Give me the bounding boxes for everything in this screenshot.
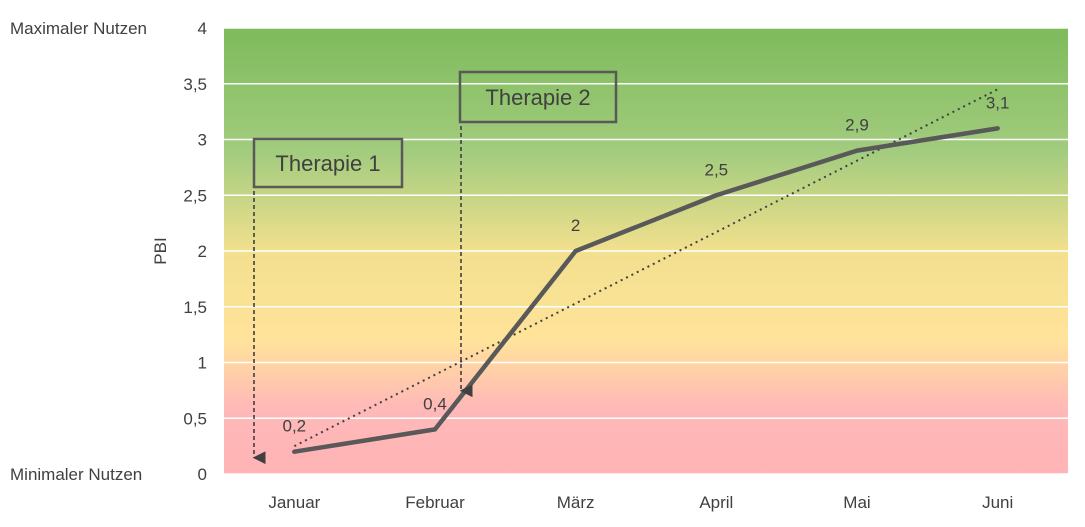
x-tick-label: Juni [982, 493, 1013, 512]
data-point [995, 126, 1000, 131]
y-tick-label: 2 [198, 242, 207, 261]
data-label: 3,1 [986, 93, 1010, 112]
data-label: 2 [571, 216, 580, 235]
x-tick-label: Februar [405, 493, 465, 512]
y-axis-title: PBI [151, 237, 170, 264]
y-tick-label: 2,5 [183, 186, 207, 205]
min-benefit-label: Minimaler Nutzen [10, 465, 143, 484]
data-point [292, 449, 297, 454]
annotation-1: Therapie 1 [252, 137, 404, 465]
data-label: 2,9 [845, 116, 869, 135]
data-label: 2,5 [705, 160, 729, 179]
series-line [292, 126, 1000, 454]
data-point [855, 148, 859, 153]
y-tick-label: 4 [198, 19, 207, 38]
data-point [714, 193, 719, 198]
annotation-text: Therapie 1 [275, 151, 380, 176]
y-tick-label: 3 [198, 131, 207, 150]
x-tick-label: April [699, 493, 733, 512]
max-benefit-label: Maximaler Nutzen [10, 19, 147, 38]
y-tick-label: 0 [198, 465, 207, 484]
y-tick-label: 3,5 [183, 75, 207, 94]
y-tick-label: 1 [198, 354, 207, 373]
data-label: 0,2 [283, 417, 307, 436]
x-tick-label: Januar [268, 493, 320, 512]
annotation-text: Therapie 2 [485, 85, 590, 110]
data-point [573, 249, 578, 253]
data-point [433, 427, 437, 432]
x-tick-label: März [557, 493, 595, 512]
y-tick-label: 1,5 [183, 298, 207, 317]
x-tick-label: Mai [843, 493, 870, 512]
data-label: 0,4 [423, 394, 447, 413]
annotation-box [458, 70, 618, 124]
annotation-2: Therapie 2 [458, 70, 618, 398]
annotation-box [252, 137, 404, 189]
y-tick-label: 0,5 [183, 409, 207, 428]
